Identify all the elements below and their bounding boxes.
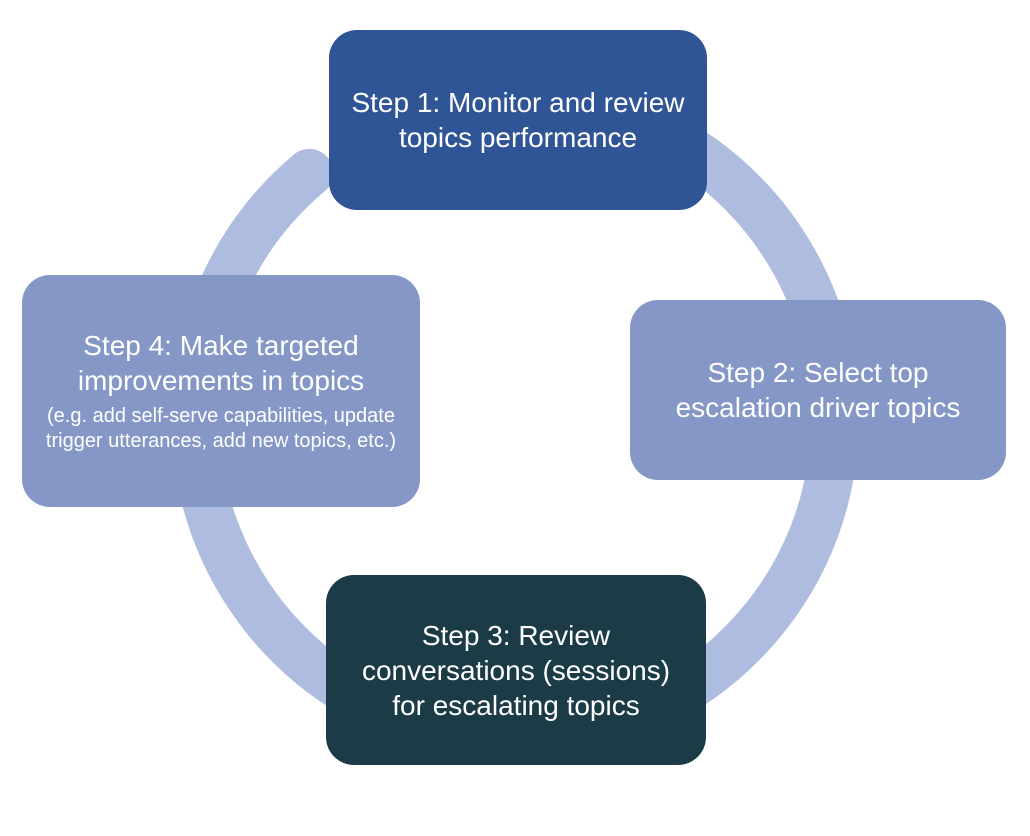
step-4-box: Step 4: Make targeted improvements in to… <box>22 275 420 507</box>
step-1-box: Step 1: Monitor and review topics perfor… <box>329 30 707 210</box>
step-4-title: Step 4: Make targeted improvements in to… <box>42 328 400 398</box>
step-1-title: Step 1: Monitor and review topics perfor… <box>349 85 687 155</box>
step-4-subtitle: (e.g. add self-serve capabilities, updat… <box>42 404 400 454</box>
cycle-diagram: Step 1: Monitor and review topics perfor… <box>0 0 1030 836</box>
step-3-box: Step 3: Review conversations (sessions) … <box>326 575 706 765</box>
step-3-title: Step 3: Review conversations (sessions) … <box>346 618 686 723</box>
step-2-box: Step 2: Select top escalation driver top… <box>630 300 1006 480</box>
step-2-title: Step 2: Select top escalation driver top… <box>650 355 986 425</box>
